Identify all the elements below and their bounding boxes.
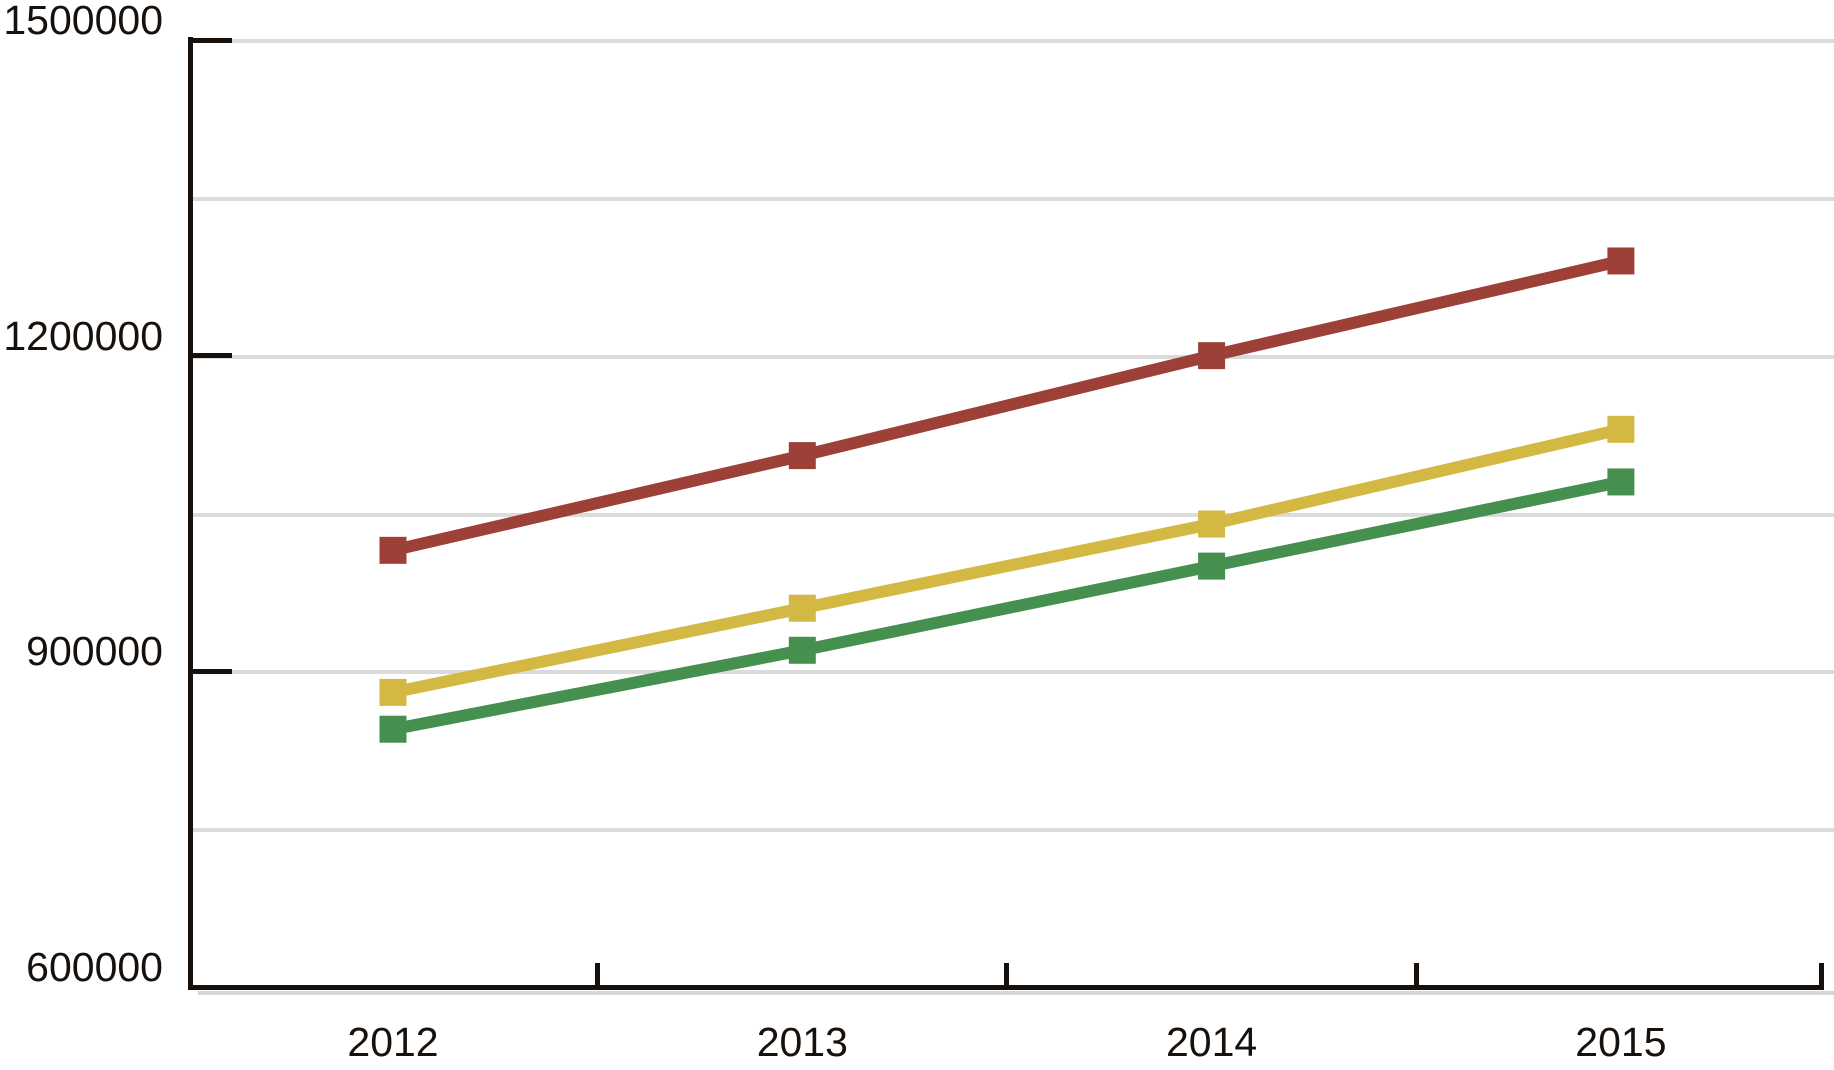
series-marker-green (1198, 552, 1226, 580)
series-marker-maroon (1198, 342, 1226, 370)
series-marker-gold (788, 594, 816, 622)
gridline (193, 39, 1834, 43)
y-axis-tick-label: 1200000 (3, 312, 163, 359)
gridline (193, 828, 1834, 833)
x-axis-tick (1004, 963, 1009, 987)
x-axis-tick (1414, 963, 1419, 987)
x-axis-tick-label: 2012 (347, 1019, 439, 1065)
gridline (193, 354, 1834, 359)
x-axis-shadow (198, 991, 1834, 995)
gridline (193, 512, 1834, 517)
series-marker-gold (1607, 415, 1635, 443)
series-marker-maroon (788, 442, 816, 470)
x-axis-tick-label: 2015 (1575, 1019, 1667, 1065)
y-axis-tick (190, 37, 232, 43)
series-line-green (391, 476, 1623, 736)
x-axis-tick (1819, 963, 1824, 987)
y-axis-line (188, 37, 193, 990)
y-axis-tick-label: 600000 (26, 944, 163, 990)
y-axis-tick (190, 353, 232, 359)
gridline (193, 670, 1834, 675)
series-marker-green (379, 715, 407, 743)
series-marker-gold (379, 678, 407, 706)
y-axis-tick (190, 668, 232, 674)
x-axis-line (188, 985, 1824, 990)
gridline (193, 196, 1834, 201)
series-marker-maroon (1607, 247, 1635, 275)
x-axis-tick-label: 2013 (756, 1019, 848, 1065)
y-axis-tick-label: 1500000 (3, 0, 163, 43)
y-axis-tick-label: 900000 (26, 628, 163, 675)
series-marker-green (1607, 468, 1635, 496)
series-marker-green (788, 636, 816, 664)
series-marker-maroon (379, 536, 407, 564)
series-line-maroon (391, 255, 1623, 557)
series-line-gold (391, 423, 1623, 699)
x-axis-tick-label: 2014 (1165, 1019, 1258, 1065)
series-marker-gold (1198, 510, 1226, 538)
x-axis-tick (595, 963, 600, 987)
